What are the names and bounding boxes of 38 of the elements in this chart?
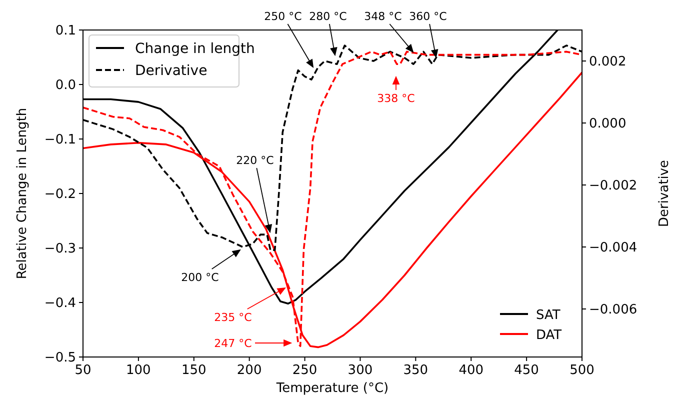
annotation: 235 °C	[214, 311, 252, 324]
annotation: 247 °C	[214, 337, 252, 350]
text: 250 °C	[264, 10, 302, 23]
y2-tick-label: −0.006	[589, 302, 638, 318]
y-tick-label: −0.3	[44, 242, 76, 256]
annotation: Derivative	[135, 63, 208, 79]
x-tick-label: 300	[348, 363, 373, 378]
x-tick-label: 350	[403, 363, 428, 378]
x-tick-label: 250	[292, 363, 318, 378]
x-tick-label: 450	[514, 363, 539, 378]
annotation: 200 °C	[181, 271, 220, 284]
y-tick-label: −0.4	[44, 296, 76, 311]
y-tick-label: −0.1	[44, 132, 76, 148]
y-tick-label: 0.0	[55, 78, 76, 93]
annotation: 220 °C	[236, 154, 274, 167]
annotation: 338 °C	[377, 92, 416, 105]
text: 348 °C	[364, 10, 402, 23]
y2-tick-label: −0.002	[589, 178, 638, 194]
y2-tick-label: 0.002	[589, 54, 626, 70]
y-axis-title: Relative Change in Length	[15, 108, 30, 280]
y2-tick-label: −0.004	[589, 240, 638, 256]
annotation: Change in length	[135, 41, 255, 57]
x-tick-label: 500	[570, 363, 594, 378]
x-tick-label: 50	[74, 363, 92, 378]
legend-label: DAT	[536, 328, 562, 343]
y2-axis-title: Derivative	[657, 160, 672, 228]
y2-tick-label: 0.000	[589, 116, 626, 132]
text: 360 °C	[409, 10, 448, 23]
x-axis-title: Temperature (°C)	[275, 381, 389, 396]
y-tick-label: −0.2	[44, 187, 76, 202]
x-tick-label: 100	[126, 363, 151, 378]
text: 280 °C	[309, 10, 348, 23]
x-tick-label: 150	[181, 363, 206, 378]
y-tick-label: −0.5	[44, 350, 76, 366]
legend-label: SAT	[536, 308, 560, 323]
x-tick-label: 400	[458, 363, 484, 378]
y-tick-label: 0.1	[55, 24, 76, 38]
x-tick-label: 200	[236, 363, 262, 378]
